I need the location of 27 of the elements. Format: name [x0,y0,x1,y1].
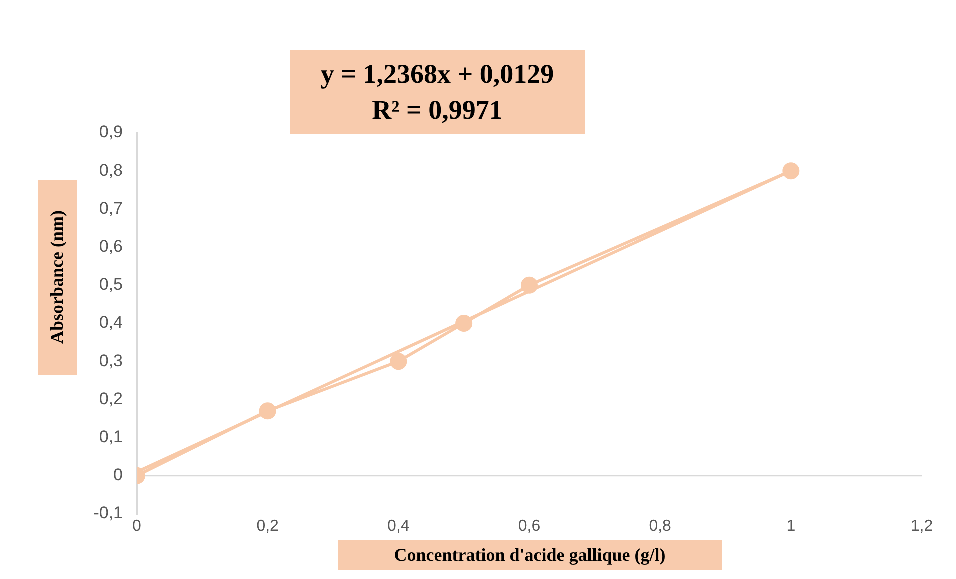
y-tick-label: 0,3 [99,351,123,370]
y-tick-label: 0 [114,466,123,485]
text: y = 1,2368x + 0,0129 [320,58,556,91]
x-tick-label: 1 [786,518,796,536]
y-tick-label: 0,2 [99,389,123,408]
y-tick-label: 0,9 [99,122,123,142]
y-tick-label: 0,1 [99,427,123,446]
y-tick-label: 0,4 [99,313,123,332]
y-tick-label: 0,6 [99,236,123,256]
x-tick-label: 0 [132,518,142,536]
y-tick-label: 0,8 [99,160,123,180]
point [456,315,473,332]
x-tick-label: 0,8 [649,518,672,536]
point [390,353,408,370]
x-tick-label: 1,2 [910,518,934,536]
y-tick-label: 0,5 [99,275,123,294]
x-tick-label: 0,4 [388,518,410,536]
point [521,276,538,294]
y-tick-label: 0,7 [99,198,123,218]
y-axis-title: Absorbance (nm) [38,180,77,375]
x-tick-label: 0,6 [518,518,541,536]
x-tick-label: 0,2 [256,518,280,536]
text: R² = 0,9971 [371,94,504,127]
point [259,402,276,420]
point [782,162,800,180]
y-tick-label: -0,1 [94,504,123,523]
x-axis-title: Concentration d'acide gallique (g/l) [338,540,722,570]
